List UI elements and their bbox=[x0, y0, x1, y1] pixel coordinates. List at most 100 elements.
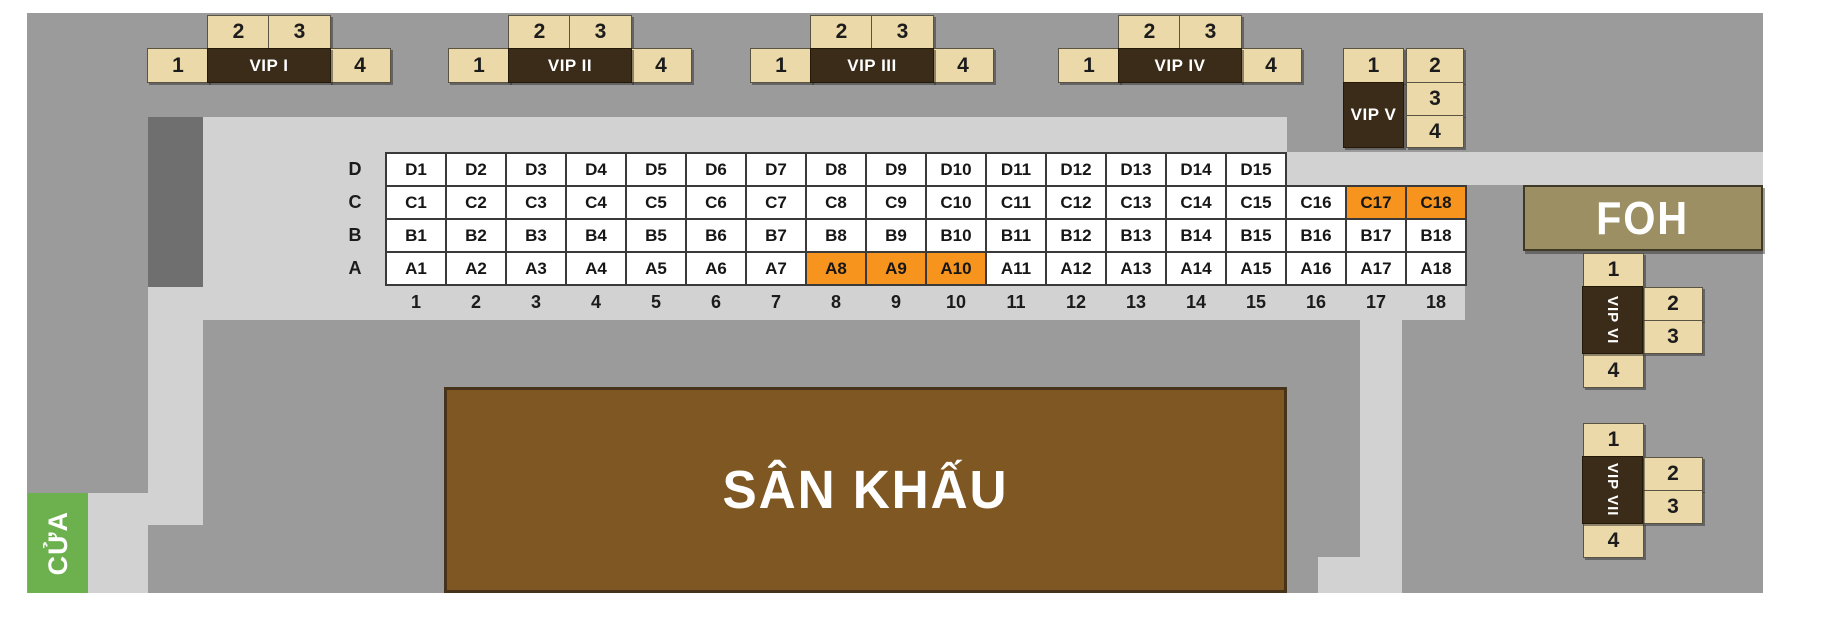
vip-1-seat-1[interactable]: 1 bbox=[147, 48, 209, 83]
vip-2-seat-1[interactable]: 1 bbox=[448, 48, 510, 83]
col-label-6: 6 bbox=[710, 291, 721, 312]
vip-5-seat-3[interactable]: 3 bbox=[1406, 82, 1464, 116]
vip-1-group: 1 2 3 4 VIP I bbox=[147, 15, 397, 155]
vip-5-table[interactable]: VIP V bbox=[1343, 82, 1404, 148]
seat-A4[interactable]: A4 bbox=[565, 251, 627, 286]
seat-D13[interactable]: D13 bbox=[1105, 152, 1167, 187]
seat-A17[interactable]: A17 bbox=[1345, 251, 1407, 286]
row-label-D: D bbox=[348, 159, 362, 179]
corridor-left-to-door bbox=[88, 493, 148, 593]
seat-B3[interactable]: B3 bbox=[505, 218, 567, 253]
vip-2-seat-2[interactable]: 2 bbox=[508, 15, 571, 49]
seat-D3[interactable]: D3 bbox=[505, 152, 567, 187]
seat-C16[interactable]: C16 bbox=[1285, 185, 1347, 220]
col-label-18: 18 bbox=[1425, 291, 1447, 312]
vip-5-seat-4[interactable]: 4 bbox=[1406, 115, 1464, 148]
vip-2-group: 1 2 3 4 VIP II bbox=[448, 15, 698, 155]
col-label-1: 1 bbox=[410, 291, 421, 312]
vip-2-seat-4[interactable]: 4 bbox=[630, 48, 692, 83]
col-label-9: 9 bbox=[890, 291, 901, 312]
corridor-right-foot bbox=[1318, 557, 1402, 593]
vip-4-group: 1 2 3 4 VIP IV bbox=[1058, 15, 1308, 155]
col-label-10: 10 bbox=[945, 291, 967, 312]
seat-D1[interactable]: D1 bbox=[385, 152, 447, 187]
vip-4-seat-2[interactable]: 2 bbox=[1118, 15, 1181, 49]
col-label-7: 7 bbox=[770, 291, 781, 312]
seat-C8[interactable]: C8 bbox=[805, 185, 867, 220]
seat-A5[interactable]: A5 bbox=[625, 251, 687, 286]
col-label-5: 5 bbox=[650, 291, 661, 312]
vip-7-table[interactable]: VIP VII bbox=[1582, 456, 1643, 524]
seat-D15[interactable]: D15 bbox=[1225, 152, 1287, 187]
col-label-15: 15 bbox=[1245, 291, 1267, 312]
col-label-2: 2 bbox=[470, 291, 481, 312]
vip-7-seat-3[interactable]: 3 bbox=[1643, 490, 1703, 524]
vip-4-seat-1[interactable]: 1 bbox=[1058, 48, 1120, 83]
vip-5-group: 1 2 3 4 VIP V bbox=[1343, 48, 1593, 188]
seat-A9[interactable]: A9 bbox=[865, 251, 927, 286]
seat-B16[interactable]: B16 bbox=[1285, 218, 1347, 253]
vip-2-seat-3[interactable]: 3 bbox=[569, 15, 632, 49]
seat-C18[interactable]: C18 bbox=[1405, 185, 1467, 220]
vip-4-seat-3[interactable]: 3 bbox=[1179, 15, 1242, 49]
seat-B12[interactable]: B12 bbox=[1045, 218, 1107, 253]
seat-D7[interactable]: D7 bbox=[745, 152, 807, 187]
seat-A7[interactable]: A7 bbox=[745, 251, 807, 286]
vip-3-seat-4[interactable]: 4 bbox=[932, 48, 994, 83]
seat-D5[interactable]: D5 bbox=[625, 152, 687, 187]
seat-A12[interactable]: A12 bbox=[1045, 251, 1107, 286]
col-label-11: 11 bbox=[1006, 291, 1026, 312]
seat-C6[interactable]: C6 bbox=[685, 185, 747, 220]
vip-6-seat-1[interactable]: 1 bbox=[1583, 253, 1644, 287]
vip-7-seat-4[interactable]: 4 bbox=[1583, 523, 1644, 558]
col-label-17: 17 bbox=[1365, 291, 1387, 312]
foh-label: FOH bbox=[1596, 192, 1690, 244]
corridor-top-right bbox=[1287, 152, 1763, 185]
vip-1-table[interactable]: VIP I bbox=[207, 48, 331, 83]
vip-6-seat-3[interactable]: 3 bbox=[1643, 320, 1703, 354]
vip-1-seat-3[interactable]: 3 bbox=[268, 15, 331, 49]
seat-D14[interactable]: D14 bbox=[1165, 152, 1227, 187]
col-label-8: 8 bbox=[830, 291, 841, 312]
vip-3-seat-1[interactable]: 1 bbox=[750, 48, 812, 83]
seat-B17[interactable]: B17 bbox=[1345, 218, 1407, 253]
vip-3-seat-3[interactable]: 3 bbox=[871, 15, 934, 49]
col-label-16: 16 bbox=[1305, 291, 1327, 312]
seat-C17[interactable]: C17 bbox=[1345, 185, 1407, 220]
seat-D11[interactable]: D11 bbox=[985, 152, 1047, 187]
col-label-4: 4 bbox=[590, 291, 601, 312]
vip-3-seat-2[interactable]: 2 bbox=[810, 15, 873, 49]
seat-A10[interactable]: A10 bbox=[925, 251, 987, 286]
seat-D6[interactable]: D6 bbox=[685, 152, 747, 187]
seat-A1[interactable]: A1 bbox=[385, 251, 447, 286]
seat-A3[interactable]: A3 bbox=[505, 251, 567, 286]
seat-A13[interactable]: A13 bbox=[1105, 251, 1167, 286]
seat-A18[interactable]: A18 bbox=[1405, 251, 1467, 286]
vip-6-seat-4[interactable]: 4 bbox=[1583, 353, 1644, 388]
vip-4-table[interactable]: VIP IV bbox=[1118, 48, 1242, 83]
col-label-3: 3 bbox=[530, 291, 541, 312]
vip-1-seat-2[interactable]: 2 bbox=[207, 15, 270, 49]
vip-3-table[interactable]: VIP III bbox=[810, 48, 934, 83]
vip-7-seat-2[interactable]: 2 bbox=[1643, 457, 1703, 491]
corridor-right-vertical bbox=[1360, 320, 1402, 557]
vip-4-seat-4[interactable]: 4 bbox=[1240, 48, 1302, 83]
vip-6-table[interactable]: VIP VI bbox=[1582, 286, 1643, 354]
entrance-door[interactable]: CỬA bbox=[28, 493, 88, 593]
vip-7-seat-1[interactable]: 1 bbox=[1583, 423, 1644, 457]
stage-label: SÂN KHẤU bbox=[722, 460, 1009, 520]
vip-1-seat-4[interactable]: 4 bbox=[329, 48, 391, 83]
seat-A11[interactable]: A11 bbox=[985, 251, 1047, 286]
seat-C12[interactable]: C12 bbox=[1045, 185, 1107, 220]
vip-6-seat-2[interactable]: 2 bbox=[1643, 287, 1703, 321]
seat-C3[interactable]: C3 bbox=[505, 185, 567, 220]
row-label-A: A bbox=[348, 258, 362, 278]
vip-5-seat-2[interactable]: 2 bbox=[1406, 48, 1464, 83]
vip-5-seat-1[interactable]: 1 bbox=[1343, 48, 1404, 83]
corridor-left-vertical bbox=[148, 320, 203, 525]
vip-2-table[interactable]: VIP II bbox=[508, 48, 632, 83]
stage: SÂN KHẤU bbox=[444, 387, 1287, 593]
